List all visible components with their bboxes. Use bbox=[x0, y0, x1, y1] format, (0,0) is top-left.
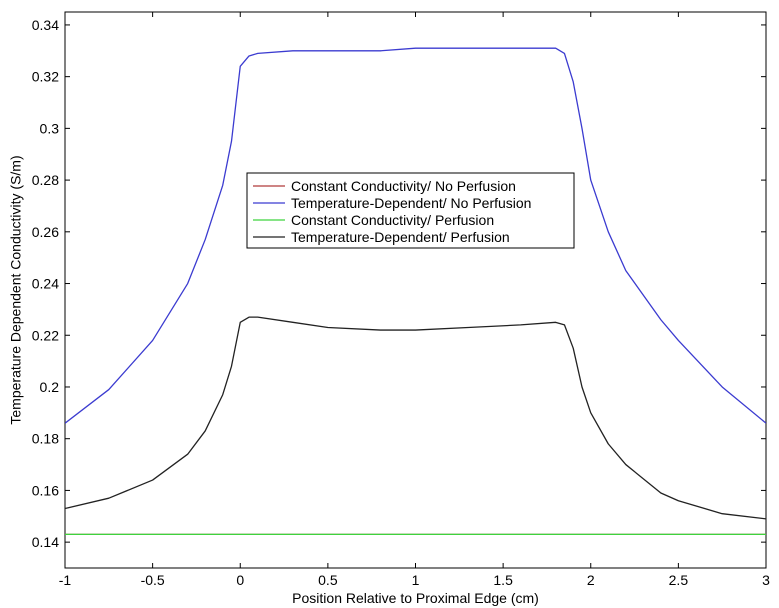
x-tick-label: 1.5 bbox=[493, 572, 513, 588]
x-tick-label: 2.5 bbox=[669, 572, 689, 588]
tick-marks bbox=[64, 12, 767, 568]
legend: Constant Conductivity/ No PerfusionTempe… bbox=[246, 172, 575, 249]
series-layer bbox=[65, 47, 766, 536]
x-tick-label: 1 bbox=[412, 572, 420, 588]
y-tick-label: 0.3 bbox=[40, 120, 60, 136]
y-tick-label: 0.14 bbox=[32, 534, 59, 550]
legend-label-2: Temperature-Dependent/ No Perfusion bbox=[291, 195, 531, 211]
x-tick-label: -0.5 bbox=[141, 572, 165, 588]
y-tick-label: 0.16 bbox=[32, 482, 59, 498]
y-tick-label: 0.26 bbox=[32, 224, 59, 240]
y-tick-label: 0.22 bbox=[32, 327, 59, 343]
x-tick-label: 3 bbox=[762, 572, 770, 588]
x-tick-labels: -1 -0.5 0 0.5 1 1.5 2 2.5 3 bbox=[59, 572, 770, 588]
x-tick-label: -1 bbox=[59, 572, 72, 588]
legend-label-3: Constant Conductivity/ Perfusion bbox=[291, 212, 494, 228]
y-tick-label: 0.34 bbox=[32, 17, 59, 33]
y-tick-label: 0.28 bbox=[32, 172, 59, 188]
x-tick-label: 2 bbox=[587, 572, 595, 588]
y-tick-label: 0.32 bbox=[32, 69, 59, 85]
legend-label-4: Temperature-Dependent/ Perfusion bbox=[291, 229, 510, 245]
y-tick-labels: 0.14 0.16 0.18 0.2 0.22 0.24 0.26 0.28 0.3 0.32 0.… bbox=[32, 17, 59, 550]
y-tick-label: 0.2 bbox=[40, 379, 60, 395]
series-line-4 bbox=[65, 316, 766, 520]
x-tick-label: 0.5 bbox=[318, 572, 338, 588]
y-tick-label: 0.18 bbox=[32, 431, 59, 447]
legend-label-1: Constant Conductivity/ No Perfusion bbox=[291, 178, 516, 194]
x-axis-label: Position Relative to Proximal Edge (cm) bbox=[292, 590, 539, 606]
legend-box bbox=[246, 172, 575, 249]
series-line-2 bbox=[65, 47, 766, 424]
y-axis-label: Temperature Dependent Conductivity (S/m) bbox=[8, 155, 24, 424]
y-tick-label: 0.24 bbox=[32, 276, 59, 292]
plot-area bbox=[64, 11, 767, 569]
x-tick-label: 0 bbox=[236, 572, 244, 588]
